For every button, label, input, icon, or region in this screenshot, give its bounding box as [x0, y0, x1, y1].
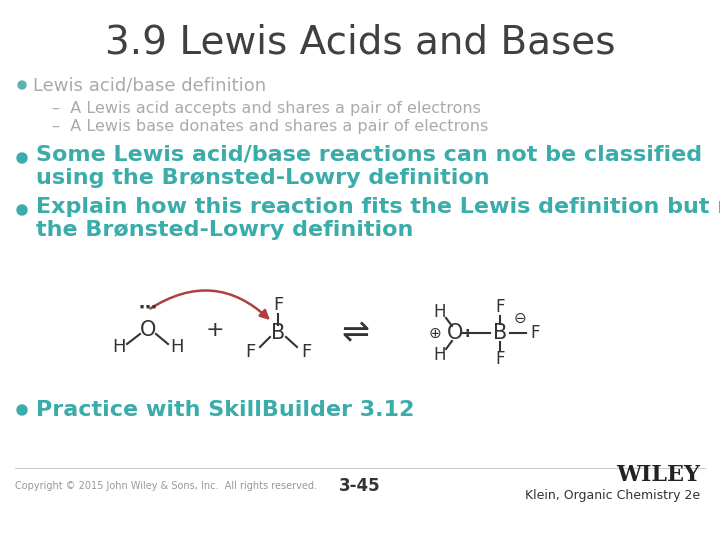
FancyArrowPatch shape	[150, 291, 268, 318]
Text: +: +	[206, 320, 225, 340]
Text: F: F	[530, 324, 540, 342]
Text: Some Lewis acid/base reactions can not be classified: Some Lewis acid/base reactions can not b…	[36, 145, 702, 165]
Text: F: F	[495, 350, 505, 368]
Text: H: H	[433, 346, 446, 364]
Text: H: H	[170, 338, 184, 356]
Text: 3-45: 3-45	[339, 477, 381, 495]
Text: WILEY: WILEY	[616, 464, 700, 486]
Text: Klein, Organic Chemistry 2e: Klein, Organic Chemistry 2e	[525, 489, 700, 503]
Text: Explain how this reaction fits the Lewis definition but not: Explain how this reaction fits the Lewis…	[36, 197, 720, 217]
Text: B: B	[493, 323, 507, 343]
Text: ⊖: ⊖	[513, 310, 526, 326]
Circle shape	[17, 405, 27, 415]
Text: Practice with SkillBuilder 3.12: Practice with SkillBuilder 3.12	[36, 400, 415, 420]
Text: ⇌: ⇌	[341, 316, 369, 349]
Text: Lewis acid/base definition: Lewis acid/base definition	[33, 76, 266, 94]
Text: O: O	[140, 320, 156, 340]
Text: ⋯: ⋯	[139, 299, 157, 317]
Text: H: H	[433, 303, 446, 321]
Text: F: F	[245, 343, 255, 361]
Text: H: H	[112, 338, 126, 356]
Text: :: :	[464, 326, 469, 340]
Text: F: F	[273, 296, 283, 314]
Text: the Brønsted-Lowry definition: the Brønsted-Lowry definition	[36, 220, 413, 240]
Text: F: F	[495, 298, 505, 316]
Text: F: F	[301, 343, 311, 361]
Text: ⊕: ⊕	[428, 326, 441, 341]
Circle shape	[17, 153, 27, 163]
Text: B: B	[271, 323, 285, 343]
Text: –  A Lewis acid accepts and shares a pair of electrons: – A Lewis acid accepts and shares a pair…	[52, 100, 481, 116]
Text: Copyright © 2015 John Wiley & Sons, Inc.  All rights reserved.: Copyright © 2015 John Wiley & Sons, Inc.…	[15, 481, 317, 491]
Circle shape	[17, 205, 27, 215]
Circle shape	[18, 81, 26, 89]
Text: O: O	[447, 323, 463, 343]
Text: –  A Lewis base donates and shares a pair of electrons: – A Lewis base donates and shares a pair…	[52, 119, 488, 134]
Text: using the Brønsted-Lowry definition: using the Brønsted-Lowry definition	[36, 168, 490, 188]
Text: 3.9 Lewis Acids and Bases: 3.9 Lewis Acids and Bases	[104, 23, 616, 61]
